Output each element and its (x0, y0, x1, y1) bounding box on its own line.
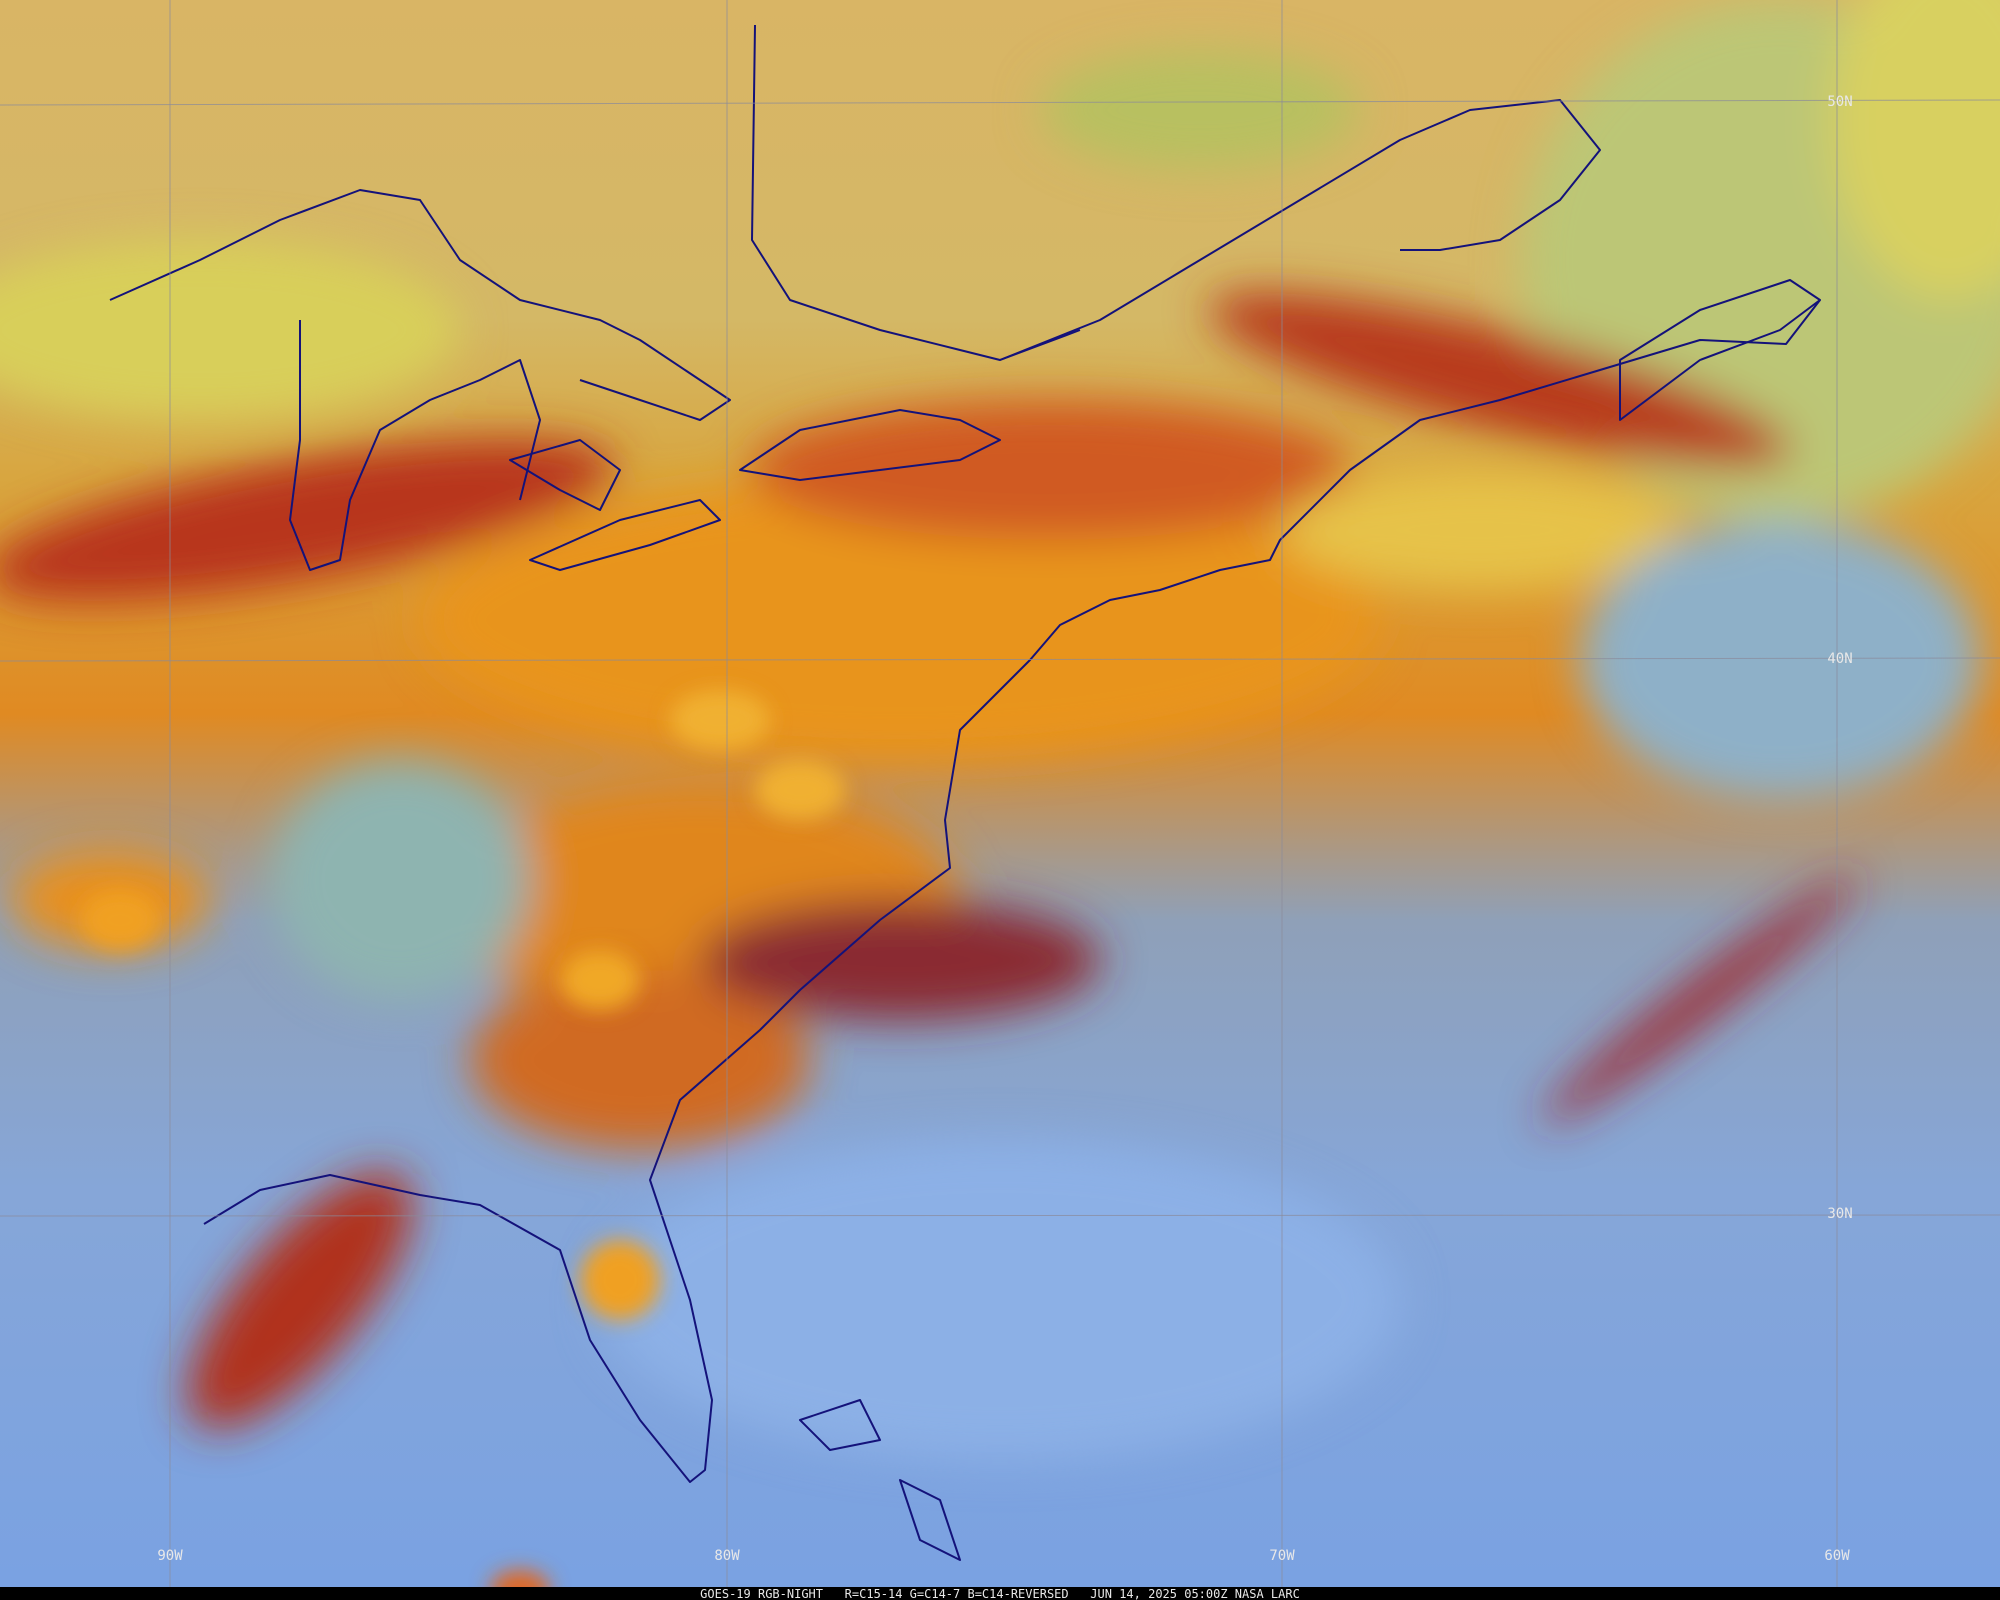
longitude-label: 80W (714, 1548, 740, 1564)
latitude-label: 30N (1827, 1206, 1852, 1222)
longitude-label: 90W (157, 1548, 183, 1564)
longitude-label: 60W (1824, 1548, 1850, 1564)
labels: 50N 40N 30N 90W 80W 70W 60W (157, 94, 1852, 1564)
latitude-label: 40N (1827, 651, 1852, 667)
footer-bar (0, 1587, 2000, 1600)
longitude-label: 70W (1269, 1548, 1295, 1564)
latitude-label: 50N (1827, 94, 1852, 110)
footer-caption: GOES-19 RGB-NIGHT R=C15-14 G=C14-7 B=C14… (700, 1587, 1300, 1600)
grid-line (0, 657, 2000, 662)
grid-line (0, 99, 2000, 106)
coastlines (109, 24, 1821, 1561)
grid-line (0, 1214, 2000, 1217)
